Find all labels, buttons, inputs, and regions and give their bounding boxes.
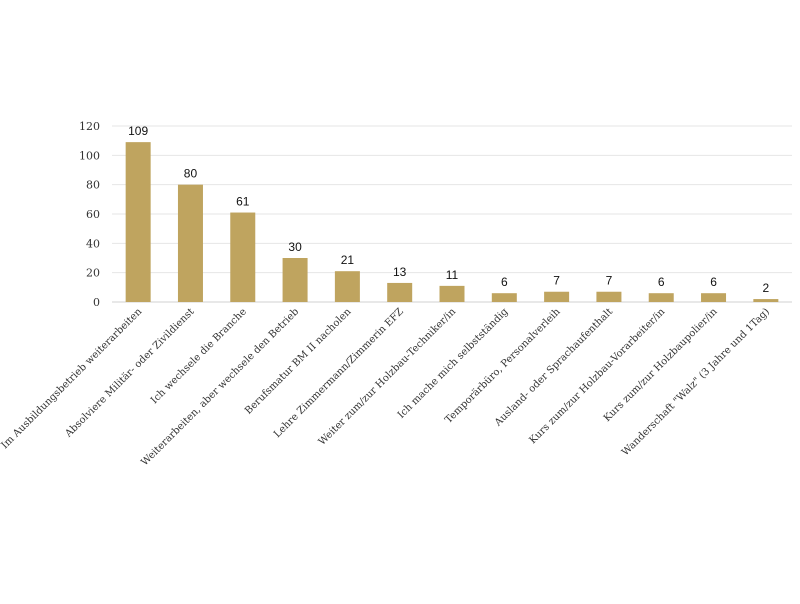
x-tick-label: Ausland- oder Sprachaufenthalt (492, 306, 615, 429)
y-tick-label: 40 (86, 237, 100, 250)
bars (125, 142, 779, 302)
x-tick-label: Kurs zum/zur Holzbaupolier/in (602, 306, 720, 424)
bar (282, 258, 308, 302)
x-tick-label: Temporärbüro, Personalverleih (443, 306, 563, 426)
data-label: 7 (553, 274, 560, 288)
grid-layer (112, 125, 792, 303)
y-tick-label: 0 (93, 296, 100, 309)
bar (439, 285, 465, 302)
y-tick-label: 100 (79, 149, 100, 162)
bar (491, 293, 517, 302)
data-label: 13 (393, 265, 407, 279)
data-label: 6 (658, 275, 665, 289)
bar (648, 293, 674, 302)
bar (544, 291, 570, 302)
y-axis-ticks: 0 20 40 60 80 100 120 (79, 120, 100, 309)
bar (596, 291, 622, 302)
x-axis-ticks: Im Ausbildungsbetrieb weiterarbeitenAbso… (0, 306, 772, 468)
data-label: 30 (288, 240, 302, 254)
bar (753, 299, 779, 302)
data-label: 6 (501, 275, 508, 289)
x-tick-label: Ich wechsele die Branche (149, 306, 249, 406)
data-label: 61 (236, 195, 250, 209)
data-label: 11 (446, 268, 459, 282)
data-labels: 109 80 61 30 21 13 11 6 7 7 6 6 2 (128, 124, 769, 295)
data-label: 2 (763, 281, 770, 295)
bar (387, 282, 413, 302)
data-label: 109 (128, 124, 148, 138)
y-tick-label: 80 (86, 179, 100, 192)
x-tick-label: Ich mache mich selbstständig (396, 306, 511, 421)
x-tick-label: Berufsmatur BM II nacholen (243, 306, 354, 417)
bar (177, 184, 203, 302)
data-label: 80 (184, 167, 198, 181)
bar (230, 212, 256, 302)
y-tick-label: 20 (86, 267, 100, 280)
data-label: 7 (606, 274, 613, 288)
data-label: 21 (341, 253, 355, 267)
y-tick-label: 60 (86, 208, 100, 221)
bar (334, 271, 360, 302)
y-tick-label: 120 (79, 120, 100, 133)
bar (125, 142, 151, 302)
data-label: 6 (710, 275, 717, 289)
bar (701, 293, 727, 302)
